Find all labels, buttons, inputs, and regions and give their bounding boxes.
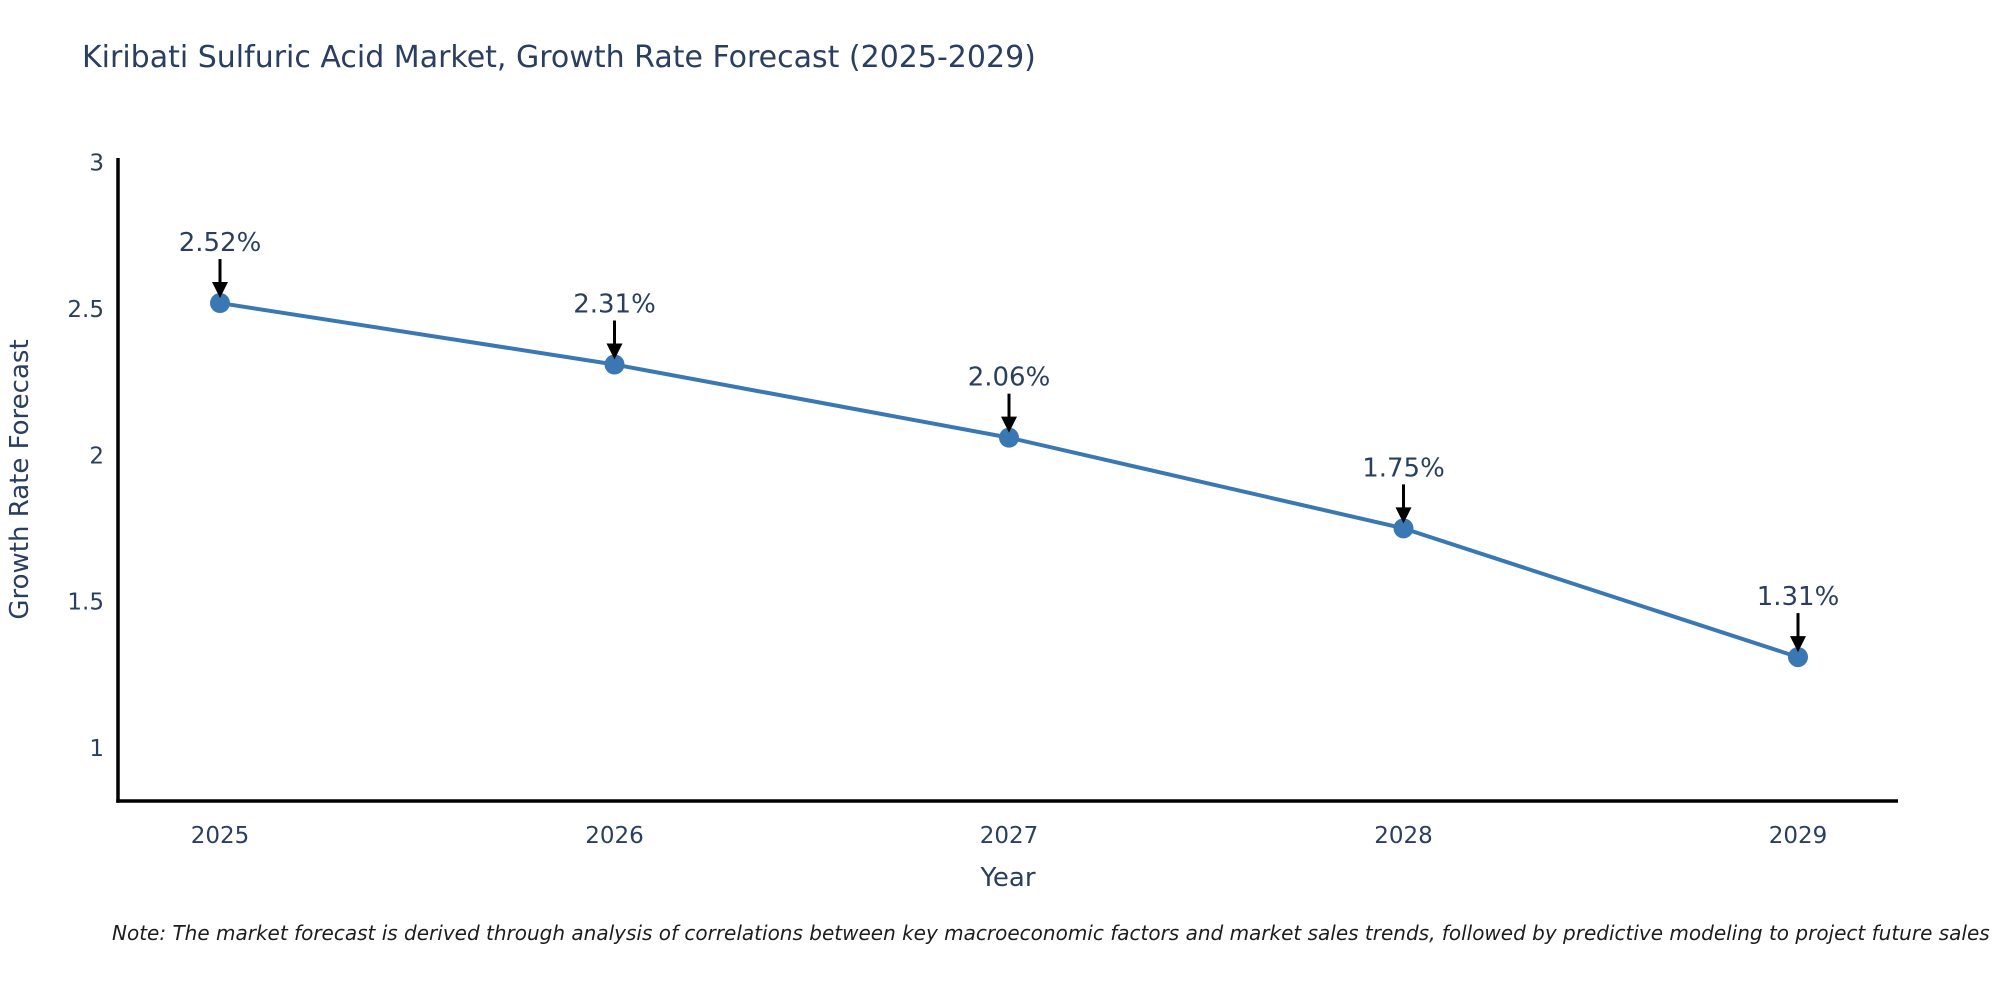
y-tick-label: 3 [89, 151, 104, 177]
data-point-marker [210, 293, 230, 314]
y-tick-label: 2.5 [67, 297, 104, 323]
x-tick-label: 2029 [1769, 823, 1828, 849]
data-point-label: 2.52% [179, 228, 262, 258]
data-point-marker [604, 354, 625, 375]
data-point-marker [999, 427, 1019, 448]
y-tick-label: 1.5 [67, 590, 104, 616]
x-tick-label: 2028 [1374, 823, 1433, 849]
series-line [218, 301, 1800, 660]
footnote: Note: The market forecast is derived thr… [112, 921, 1990, 945]
y-axis-title: Growth Rate Forecast [5, 339, 35, 619]
y-tick-label: 1 [89, 736, 104, 762]
data-point-label: 2.06% [968, 363, 1051, 393]
annotation-arrow-head [212, 282, 228, 299]
data-point-label: 1.75% [1362, 453, 1445, 483]
annotation-arrow-head [1790, 636, 1806, 653]
annotation-arrow-head [606, 343, 623, 360]
y-tick-label: 2 [89, 443, 104, 469]
x-tick-label: 2025 [191, 823, 250, 849]
data-point-label: 1.31% [1757, 582, 1840, 612]
chart-title: Kiribati Sulfuric Acid Market, Growth Ra… [82, 40, 1036, 75]
x-tick-label: 2026 [585, 823, 644, 849]
data-point-label: 2.31% [573, 289, 656, 319]
annotation-arrow-head [1001, 416, 1017, 433]
x-axis-title: Year [979, 863, 1035, 893]
data-point-marker [1393, 518, 1414, 539]
x-tick-label: 2027 [980, 823, 1039, 849]
data-point-marker [1788, 647, 1808, 668]
annotation-arrow-head [1395, 507, 1412, 524]
